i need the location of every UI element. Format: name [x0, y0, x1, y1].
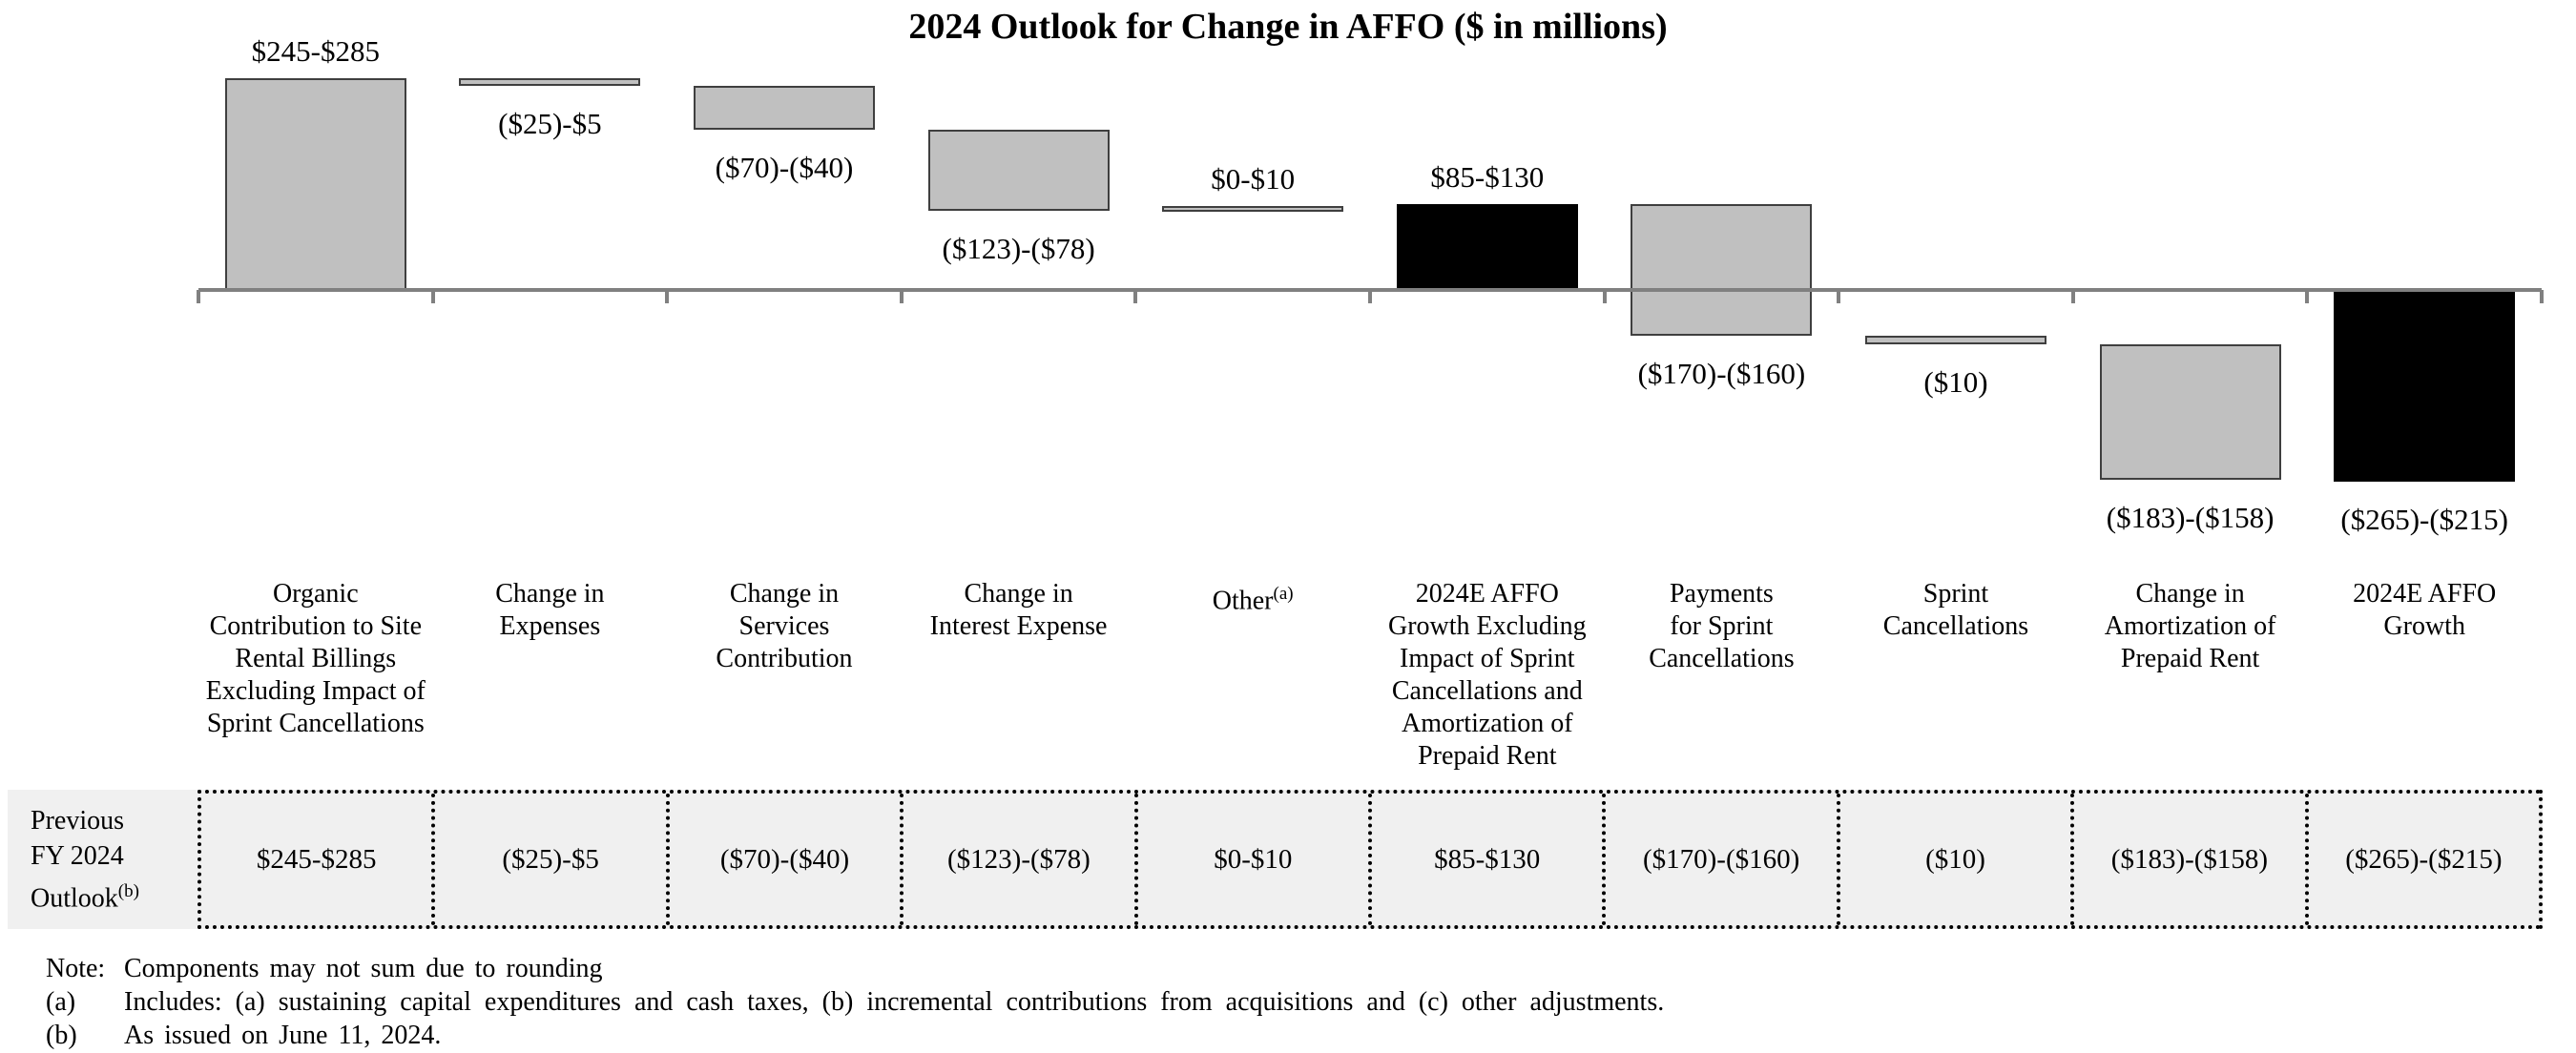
waterfall-bar: [1396, 203, 1578, 290]
waterfall-bar: [224, 78, 406, 290]
axis-tick: [1133, 290, 1138, 303]
waterfall-bar: [1865, 336, 2046, 344]
note-label: (a): [46, 987, 76, 1017]
note-line: (b) As issued on June 11, 2024.: [46, 1019, 2145, 1052]
note-line: Note: Components may not sum due to round…: [46, 952, 2145, 985]
outlook-table-cell: ($10): [1836, 794, 2071, 925]
note-label: (b): [46, 1021, 77, 1050]
outlook-table-cell: $0-$10: [1133, 794, 1369, 925]
outlook-table-cell: $85-$130: [1368, 794, 1603, 925]
note-text: Includes: (a) sustaining capital expendi…: [124, 987, 1665, 1017]
outlook-table-cell: ($265)-($215): [2304, 794, 2540, 925]
footnotes: Note: Components may not sum due to round…: [46, 952, 2145, 1052]
bar-value-label: ($170)-($160): [1637, 357, 1806, 391]
category-label: Change in Services Contribution: [716, 579, 853, 673]
axis-tick: [197, 290, 200, 303]
category-label: Payments for Sprint Cancellations: [1649, 579, 1795, 673]
category-label: Sprint Cancellations: [1882, 579, 2029, 641]
row-header-line: Outlook(b): [31, 880, 139, 914]
row-header-line: Previous: [31, 805, 124, 836]
table-row-header: Previous FY 2024 Outlook(b): [8, 790, 198, 929]
bar-value-label: ($123)-($78): [942, 231, 1095, 265]
category-label: 2024E AFFO Growth: [2353, 579, 2497, 641]
waterfall-bar: [2099, 343, 2281, 481]
axis-tick: [899, 290, 904, 303]
axis-tick: [430, 290, 435, 303]
waterfall-bar: [1631, 203, 1813, 337]
note-text: Components may not sum due to rounding: [124, 954, 603, 983]
axis-tick: [2070, 290, 2075, 303]
axis-tick: [2305, 290, 2310, 303]
bar-value-label: ($70)-($40): [715, 151, 854, 185]
outlook-table-cell: ($170)-($160): [1602, 794, 1837, 925]
note-text: As issued on June 11, 2024.: [124, 1021, 442, 1050]
axis-tick: [1368, 290, 1372, 303]
waterfall-bar: [694, 86, 875, 131]
axis-tick: [1602, 290, 1607, 303]
bar-value-label: $245-$285: [251, 34, 380, 68]
outlook-table-cell: ($70)-($40): [665, 794, 901, 925]
outlook-table-cell: ($183)-($158): [2070, 794, 2305, 925]
outlook-values-row: $245-$285 ($25)-$5 ($70)-($40) ($123)-($78)…: [197, 790, 2543, 929]
outlook-table-cell: ($25)-$5: [431, 794, 666, 925]
row-header-line: FY 2024: [31, 840, 124, 871]
axis-tick: [2540, 290, 2544, 303]
outlook-table-cell: $245-$285: [201, 794, 432, 925]
bar-value-label: ($183)-($158): [2106, 501, 2275, 535]
bar-value-label: ($25)-$5: [498, 107, 602, 141]
chart-title: 2024 Outlook for Change in AFFO ($ in mi…: [908, 7, 1668, 47]
category-label: Change in Interest Expense: [929, 579, 1108, 641]
outlook-table-cell: ($123)-($78): [900, 794, 1134, 925]
waterfall-bar: [1162, 206, 1344, 213]
waterfall-bar: [927, 130, 1110, 211]
category-label: Other(a): [1212, 584, 1294, 616]
bar-value-label: ($265)-($215): [2340, 503, 2508, 537]
category-label: Change in Expenses: [495, 579, 605, 641]
category-label: Change in Amortization of Prepaid Rent: [2104, 579, 2276, 673]
category-label: 2024E AFFO Growth Excluding Impact of Spri…: [1387, 579, 1587, 771]
waterfall-bar: [2334, 290, 2516, 483]
waterfall-bar: [459, 78, 641, 87]
bar-value-label: ($10): [1923, 364, 1988, 399]
axis-tick: [1837, 290, 1841, 303]
axis-tick: [665, 290, 670, 303]
bar-value-label: $0-$10: [1211, 162, 1296, 196]
category-label: Organic Contribution to Site Rental Billin…: [205, 579, 426, 738]
bar-value-label: $85-$130: [1430, 159, 1545, 194]
note-line: (a) Includes: (a) sustaining capital expe…: [46, 985, 2145, 1019]
note-label: Note:: [46, 954, 106, 983]
